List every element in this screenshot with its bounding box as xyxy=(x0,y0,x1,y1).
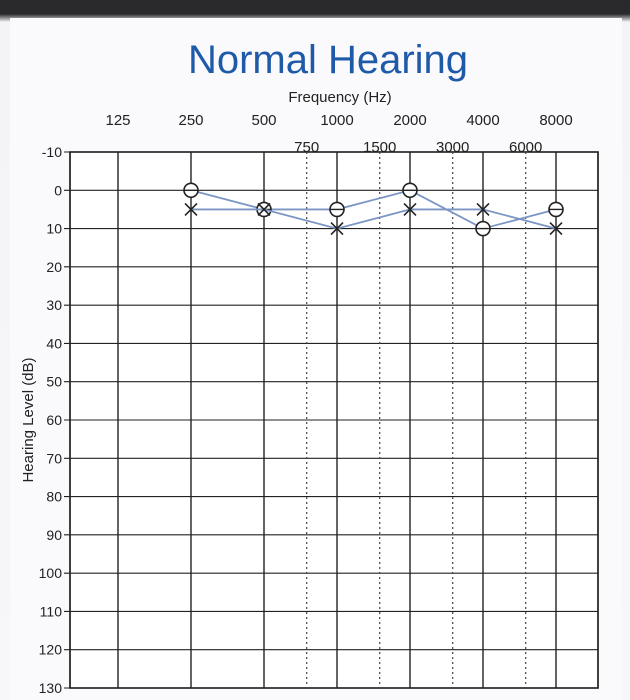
x-tick-label-minor: 6000 xyxy=(509,139,542,156)
x-tick-label-major: 8000 xyxy=(539,112,572,129)
circle-marker xyxy=(183,182,199,199)
y-tick-label: 70 xyxy=(46,450,62,466)
y-tick-label: 120 xyxy=(39,642,63,658)
y-tick-label: 60 xyxy=(46,412,62,428)
circle-marker xyxy=(548,201,564,218)
series-line xyxy=(191,208,557,230)
circle-marker xyxy=(402,182,418,199)
x-tick-label-major: 1000 xyxy=(320,112,353,129)
x-tick-label-major: 125 xyxy=(105,112,130,129)
circle-marker xyxy=(329,201,345,218)
x-marker xyxy=(403,202,417,216)
y-axis-label: Hearing Level (dB) xyxy=(20,357,37,482)
y-tick-label: 100 xyxy=(39,565,63,581)
y-tick-label: 110 xyxy=(40,603,63,619)
y-tick-label: 50 xyxy=(46,374,62,390)
x-tick-label-major: 2000 xyxy=(393,112,426,129)
tick-labels: -10 0 10 20 30 40 50 60 70 80 90 100 110 120 130 125 250… xyxy=(39,112,573,696)
y-tick-label: 40 xyxy=(46,335,62,351)
series-line xyxy=(190,189,557,230)
y-tick-label: -10 xyxy=(42,144,62,160)
y-tick-label: 30 xyxy=(46,297,62,313)
y-tick-label: 80 xyxy=(46,489,62,505)
x-tick-label-major: 4000 xyxy=(466,112,499,129)
x-tick-label-major: 250 xyxy=(178,112,203,129)
chart-title: Normal Hearing xyxy=(188,38,468,82)
y-tick-label: 0 xyxy=(54,182,62,198)
x-marker xyxy=(330,222,344,236)
x-tick-label-major: 500 xyxy=(251,112,276,129)
circle-marker xyxy=(475,220,491,237)
y-tick-label: 20 xyxy=(46,259,62,275)
y-tick-label: 90 xyxy=(46,527,62,543)
grid xyxy=(64,151,599,689)
y-tick-label: 10 xyxy=(46,221,62,237)
x-marker xyxy=(549,222,563,236)
x-marker xyxy=(257,202,271,216)
x-tick-label-minor: 3000 xyxy=(436,139,469,156)
x-marker xyxy=(184,202,198,216)
data-series xyxy=(183,182,564,237)
y-tick-label: 130 xyxy=(39,680,63,696)
x-tick-label-minor: 1500 xyxy=(363,139,396,156)
x-marker xyxy=(476,202,490,216)
x-tick-label-minor: 750 xyxy=(294,139,319,156)
x-axis-label: Frequency (Hz) xyxy=(288,89,391,106)
